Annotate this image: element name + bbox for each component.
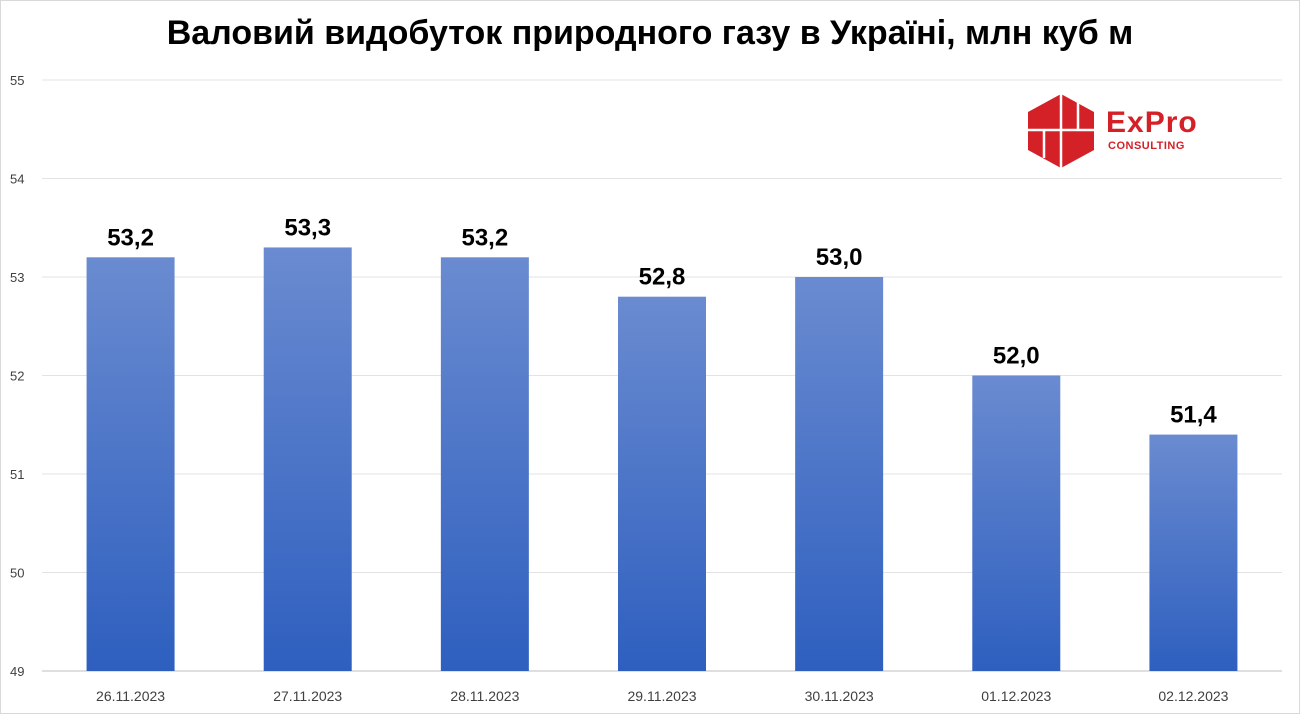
x-tick-label: 26.11.2023 [96, 688, 165, 704]
y-tick-label: 55 [10, 73, 24, 88]
bars [86, 247, 1238, 671]
cube-logo-icon [1028, 94, 1094, 168]
y-tick-label: 49 [10, 664, 24, 679]
data-label: 53,2 [461, 224, 508, 251]
y-tick-label: 50 [10, 566, 24, 581]
bar [86, 257, 175, 671]
x-tick-label: 27.11.2023 [273, 688, 342, 704]
bar [972, 375, 1061, 671]
bar [263, 247, 352, 671]
x-axis: 26.11.2023 27.11.2023 28.11.2023 29.11.2023… [96, 688, 1229, 704]
data-label: 53,2 [107, 224, 154, 251]
bar [1149, 434, 1238, 671]
bar [440, 257, 529, 671]
logo-wordmark: ExPro [1106, 106, 1198, 139]
y-axis: 49 50 51 52 53 54 55 [10, 73, 24, 679]
data-label: 52,0 [993, 343, 1040, 370]
y-tick-label: 54 [10, 172, 24, 187]
x-tick-label: 01.12.2023 [981, 688, 1051, 704]
y-tick-label: 53 [10, 270, 24, 285]
y-tick-label: 52 [10, 369, 24, 384]
x-tick-label: 02.12.2023 [1158, 688, 1228, 704]
data-labels: 53,2 53,3 53,2 52,8 53,0 52,0 51,4 [107, 214, 1217, 428]
bar [795, 277, 884, 671]
data-label: 52,8 [639, 264, 686, 291]
y-tick-label: 51 [10, 467, 24, 482]
x-tick-label: 28.11.2023 [450, 688, 519, 704]
data-label: 51,4 [1170, 402, 1217, 429]
data-label: 53,0 [816, 244, 863, 271]
logo-subtitle: CONSULTING [1108, 140, 1185, 152]
gridlines [42, 79, 1282, 672]
expro-logo: ExPro CONSULTING [1026, 92, 1236, 172]
chart-title: Валовий видобуток природного газу в Укра… [166, 14, 1134, 52]
x-tick-label: 30.11.2023 [805, 688, 874, 704]
x-tick-label: 29.11.2023 [627, 688, 696, 704]
data-label: 53,3 [284, 214, 331, 241]
bar [618, 296, 706, 671]
